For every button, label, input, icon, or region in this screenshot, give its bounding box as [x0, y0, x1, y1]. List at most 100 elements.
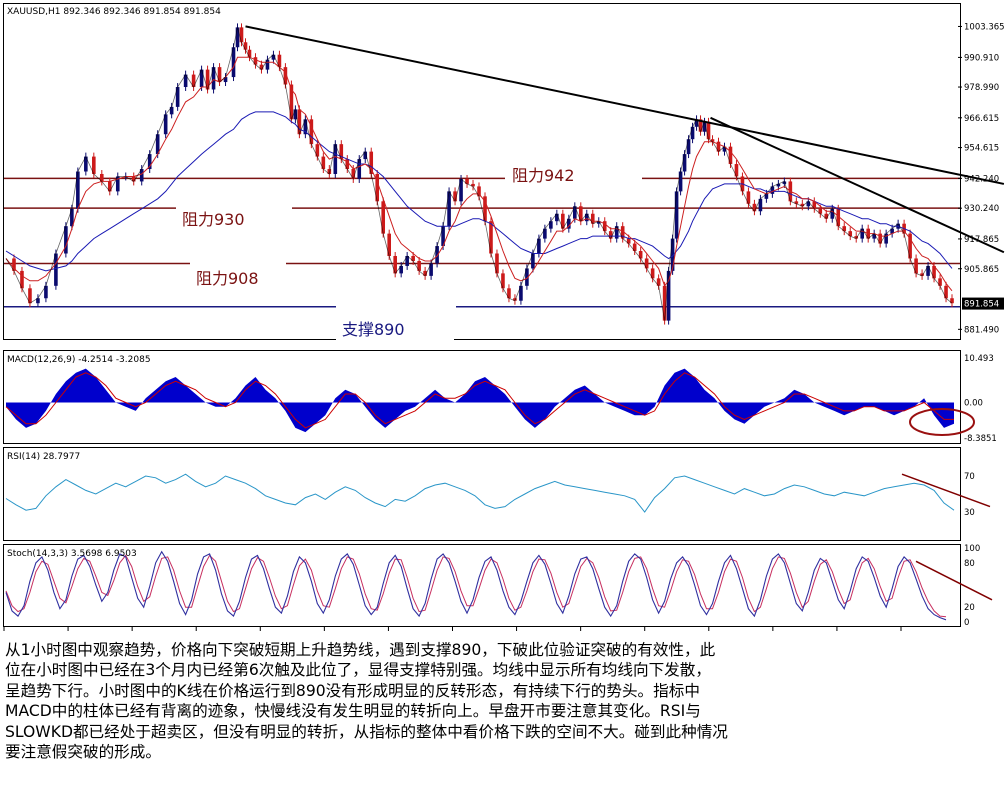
label-bg-r930: [176, 208, 292, 230]
price-bar-body: [806, 201, 811, 207]
price-bar-body: [764, 193, 769, 199]
price-bar-body: [926, 265, 930, 276]
price-bar-body: [321, 156, 326, 170]
price-bar-body: [345, 159, 350, 170]
price-bar-body: [776, 183, 781, 187]
price-bar-body: [217, 67, 222, 83]
price-bar-body: [495, 253, 499, 274]
price-bar-body: [596, 221, 601, 224]
price-bar-body: [543, 228, 547, 239]
price-tick-label: 978.990: [964, 83, 999, 93]
price-bar-body: [309, 119, 314, 145]
price-bar-body: [44, 285, 48, 299]
price-bar-body: [818, 208, 823, 214]
price-bar-body: [205, 69, 210, 90]
price-bar-body: [690, 126, 695, 140]
rsi-panel-title: RSI(14) 28.7977: [7, 452, 80, 462]
price-bar-body: [20, 270, 24, 289]
price-bar-body: [555, 213, 559, 222]
price-bar-body: [327, 169, 332, 174]
price-bar-body: [271, 54, 276, 60]
price-bar-body: [315, 144, 320, 157]
price-bar-body: [950, 298, 954, 304]
price-series: [5, 23, 954, 325]
stoch-tick-label: 100: [964, 544, 980, 554]
price-bar-body: [441, 226, 445, 247]
price-bar-body: [477, 186, 481, 197]
price-tick-label: 930.240: [964, 204, 999, 214]
price-bar-body: [694, 119, 699, 127]
price-bar-body: [914, 258, 918, 274]
analysis-line: 要注意假突破的形成。: [5, 743, 161, 762]
price-bar-body: [513, 298, 517, 301]
analysis-line: MACD中的柱体已经有背离的迹象，快慢线没有发生明显的转折向上。早盘开市要注意其…: [5, 702, 701, 721]
price-bar-body: [387, 233, 391, 256]
price-bar-body: [842, 226, 847, 232]
analysis-line: 从1小时图中观察趋势，价格向下突破短期上升趋势线，遇到支撑890，下破此位验证突…: [5, 641, 716, 659]
price-bar-body: [247, 49, 252, 58]
price-bar-body: [223, 77, 228, 83]
price-bar-body: [626, 238, 631, 244]
price-bar-body: [782, 181, 787, 184]
price-bar-body: [602, 221, 607, 232]
price-bar-body: [716, 141, 721, 152]
analysis-text: 从1小时图中观察趋势，价格向下突破短期上升趋势线，遇到支撑890，下破此位验证突…: [5, 640, 1000, 762]
price-bar-body: [339, 144, 344, 160]
macd-tick-label: 0.00: [964, 398, 983, 408]
price-bar-body: [483, 196, 487, 222]
price-bar-body: [191, 74, 196, 88]
price-bar-body: [265, 59, 270, 70]
price-bar-body: [770, 186, 775, 194]
price-bar-body: [638, 251, 643, 259]
label-bg-r942: [505, 164, 617, 186]
price-bar-body: [584, 213, 589, 222]
chart-svg: 阻力942 阻力930 阻力908 支撑890 XAUUSD,H1 892.34…: [3, 3, 1005, 631]
price-bar-body: [333, 144, 338, 174]
price-bar-body: [277, 54, 282, 68]
price-bar-body: [573, 206, 577, 219]
stoch-tick-label: 80: [964, 559, 975, 569]
price-tick-label: 881.490: [964, 325, 999, 335]
price-bar-body: [471, 183, 475, 187]
price-tick-label: 1003.365: [964, 22, 1005, 32]
price-bar-body: [447, 191, 451, 227]
price-bar-body: [608, 231, 613, 239]
price-bar-body: [830, 208, 835, 219]
price-bar-body: [878, 233, 882, 244]
price-bar-body: [932, 265, 936, 279]
trend-line-main: [245, 25, 1005, 185]
stoch-signal-line: [5, 554, 947, 618]
price-bar-body: [357, 159, 362, 179]
label-bg-r908: [190, 266, 286, 288]
price-bar-body: [674, 191, 679, 239]
price-bar-body: [92, 156, 96, 174]
price-bar-body: [938, 278, 942, 286]
price-bar-body: [289, 84, 294, 120]
macd-histogram: [6, 368, 954, 433]
price-bar-body: [243, 42, 248, 50]
analysis-line: SLOWKD都已经处于超卖区，但没有明显的转折，从指标的整体中看价格下跌的空间不…: [5, 722, 728, 741]
price-bar-body: [147, 154, 152, 170]
price-bar-body: [908, 233, 912, 259]
price-bar-body: [662, 285, 667, 321]
price-bar-body: [399, 265, 403, 274]
stoch-panel-frame: [3, 544, 961, 627]
price-bar-body: [854, 236, 859, 239]
price-bar-body: [734, 164, 739, 177]
price-tick-label: 917.865: [964, 235, 999, 245]
price-bar-body: [644, 258, 649, 269]
price-bar-body: [363, 151, 368, 160]
current-price-label: 891.854: [964, 300, 999, 310]
price-bar-body: [758, 198, 763, 212]
price-bar-body: [590, 213, 595, 224]
price-bar-body: [239, 27, 244, 43]
price-bar-body: [656, 278, 661, 286]
price-bar-body: [836, 208, 841, 227]
stoch-main-line: [5, 550, 947, 621]
macd-tick-label: 10.493: [964, 354, 994, 364]
rsi-tick-label: 70: [964, 472, 975, 482]
price-bar-body: [369, 151, 374, 174]
label-bg-s890: [336, 318, 454, 340]
price-bar-body: [163, 114, 168, 135]
rsi-line: [5, 473, 955, 513]
